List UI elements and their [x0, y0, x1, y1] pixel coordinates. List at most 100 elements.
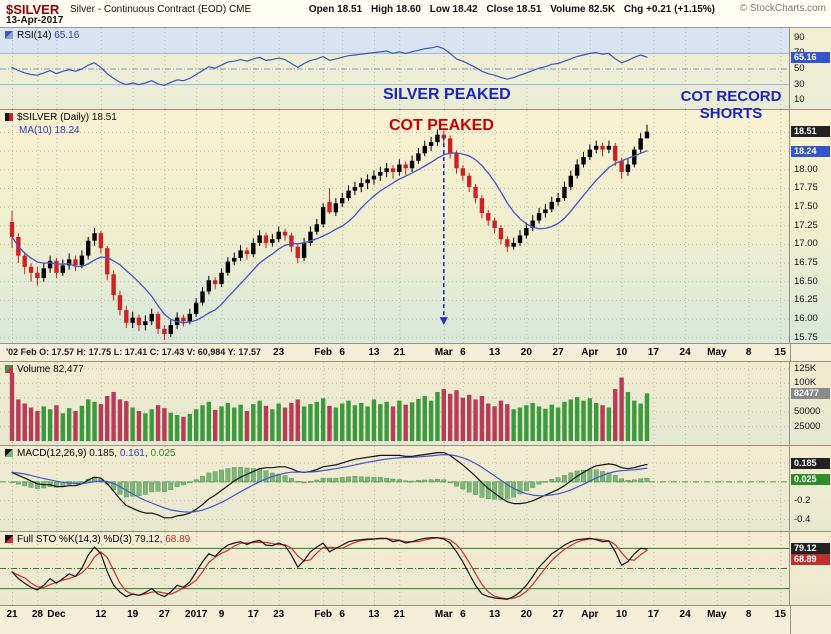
volume-value-badge: 82477: [791, 388, 830, 400]
mid-axis-tick: 15: [774, 347, 786, 358]
high-label: High: [370, 4, 394, 15]
annotation-cot-peaked: COT PEAKED: [389, 117, 494, 134]
chart-header: $SILVER Silver - Continuous Contract (EO…: [0, 0, 831, 28]
chart-date: 13-Apr-2017: [6, 15, 64, 26]
volume-axis-label: 125K: [794, 362, 817, 374]
bottom-axis-tick: 2017: [185, 609, 208, 620]
open-label: Open: [308, 4, 335, 15]
price-axis-label: 17.75: [794, 182, 818, 194]
price-axis-label: 16.00: [794, 313, 818, 325]
mid-axis-tick: 20: [520, 347, 532, 358]
stochastics-label: Full STO %K(14,3) %D(3) 79.12, 68.89: [5, 534, 190, 545]
price-axis-label: 18.00: [794, 163, 818, 175]
price-panel: $SILVER (Daily) 18.51 MA(10) 18.24 18.00…: [0, 110, 831, 344]
mid-axis-tick: 13: [489, 347, 501, 358]
price-label: $SILVER (Daily) 18.51: [5, 112, 117, 123]
rsi-panel: RSI(14) 65.16 907050301065.16: [0, 28, 831, 110]
price-label-text: $SILVER (Daily): [17, 112, 90, 123]
bottom-axis-tick: 6: [339, 609, 345, 620]
mid-axis-tick: Mar: [434, 347, 453, 358]
rsi-plot: [0, 28, 790, 109]
ohlc-info-line: '02 Feb O: 17.57 H: 17.75 L: 17.41 C: 17…: [2, 346, 269, 358]
mid-axis-tick: 8: [745, 347, 752, 358]
macd-axis: -0.2 -0.4 0.185 0.025: [789, 446, 831, 531]
volume-panel-label: Volume 82,477: [5, 364, 84, 375]
axis-divider: [790, 606, 791, 634]
symbol: $SILVER: [6, 2, 60, 17]
volume-axis-label: 100K: [794, 377, 817, 389]
bottom-axis-tick: 27: [158, 609, 170, 620]
high-value: 18.60: [395, 4, 421, 15]
bottom-axis-tick: 6: [460, 609, 466, 620]
bottom-axis-tick: 21: [6, 609, 18, 620]
stochastics-panel: Full STO %K(14,3) %D(3) 79.12, 68.89 79.…: [0, 532, 831, 606]
mid-axis-tick: 6: [460, 347, 466, 358]
bottom-axis-tick: 10: [616, 609, 628, 620]
rsi-axis-label: 90: [794, 31, 805, 43]
price-ma-badge: 18.24: [791, 145, 830, 157]
volume-axis-label: 50000: [794, 406, 821, 418]
macd-panel: MACD(12,26,9) 0.185, 0.161, 0.025 -0.2 -0…: [0, 446, 831, 532]
bottom-axis-tick: 23: [273, 609, 285, 620]
bottom-axis-tick: 9: [218, 609, 225, 620]
price-axis-label: 17.25: [794, 219, 818, 231]
rsi-label-text: RSI(14): [17, 30, 52, 41]
price-axis-label: 17.00: [794, 238, 818, 250]
bottom-axis-tick: 17: [647, 609, 659, 620]
volume-value: 82,477: [53, 364, 84, 375]
annotation-silver-peaked: SILVER PEAKED: [383, 86, 511, 103]
bottom-axis-tick: Apr: [581, 609, 599, 620]
volume-axis: 125K 100K 50000 25000 82477: [789, 362, 831, 445]
axis-divider: [790, 344, 791, 361]
quote-line: Open 18.51 High 18.60 Low 18.42 Close 18…: [309, 4, 721, 15]
bottom-axis-tick: 27: [552, 609, 564, 620]
rsi-axis-label: 50: [794, 63, 805, 74]
sto-d-badge: 68.89: [791, 553, 830, 565]
sto-k-value: 79.12,: [134, 534, 163, 545]
price-axis-label: 15.75: [794, 331, 818, 343]
bottom-axis-tick: 24: [679, 609, 691, 620]
bottom-axis-tick: 28: [31, 609, 43, 620]
mid-axis-tick: 17: [647, 347, 659, 358]
volume-indicator-icon: [5, 365, 13, 373]
stochastics-indicator-icon: [5, 535, 13, 543]
macd-indicator-icon: [5, 449, 13, 457]
price-plot: [0, 110, 790, 343]
price-axis-label: 16.25: [794, 294, 818, 306]
bottom-axis-tick: 13: [489, 609, 501, 620]
price-axis-label: 16.75: [794, 257, 818, 269]
chg-value: +0.21 (+1.15%): [646, 4, 715, 15]
macd-plot: [0, 446, 790, 531]
bottom-axis-tick: 21: [393, 609, 405, 620]
rsi-label: RSI(14) 65.16: [5, 30, 79, 41]
mid-axis-tick: Feb: [314, 347, 333, 358]
mid-axis-tick: 23: [273, 347, 285, 358]
annotation-cot-record-line1: COT RECORD: [680, 88, 782, 105]
macd-label-text: MACD(12,26,9): [17, 448, 87, 459]
candlestick-icon: [5, 113, 13, 121]
close-label: Close: [486, 4, 514, 15]
macd-value-badge: 0.185: [791, 458, 830, 470]
bottom-axis-tick: May: [707, 609, 727, 620]
mid-axis-tick: 6: [339, 347, 345, 358]
low-label: Low: [429, 4, 450, 15]
mid-axis-tick: 24: [679, 347, 691, 358]
mid-axis-tick: Apr: [581, 347, 599, 358]
rsi-axis: 907050301065.16: [789, 28, 831, 109]
macd-signal-value: 0.161,: [119, 448, 148, 459]
macd-value: 0.185,: [89, 448, 118, 459]
close-value: 18.51: [516, 4, 542, 15]
bottom-axis-ticks: 21 28 Dec 12 19 27 2017 9 17 23 Feb 6 13 21 Mar 6 13 20 27…: [0, 606, 790, 634]
symbol-description: Silver - Continuous Contract (EOD) CME: [70, 4, 252, 15]
price-axis-label: 17.50: [794, 201, 818, 213]
annotation-cot-record-shorts: COT RECORD SHORTS: [668, 88, 794, 122]
stochastics-plot: [0, 532, 790, 605]
macd-hist-value: 0.025: [150, 448, 176, 459]
macd-axis-label: -0.2: [794, 494, 811, 506]
mid-axis-tick: May: [707, 347, 727, 358]
rsi-axis-label: 30: [794, 78, 805, 90]
mid-axis-tick: 10: [616, 347, 628, 358]
mid-axis-tick: 21: [393, 347, 405, 358]
price-close-badge: 18.51: [791, 125, 830, 137]
volume-plot: [0, 362, 790, 445]
